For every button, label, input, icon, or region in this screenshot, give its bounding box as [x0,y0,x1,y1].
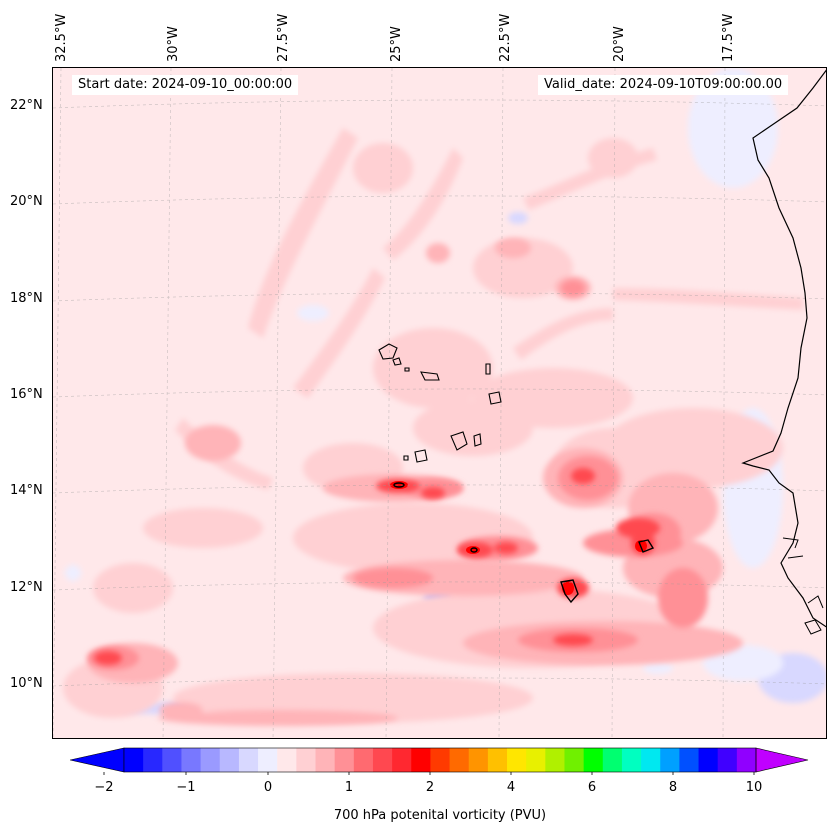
start-date-label: Start date: 2024-09-10_00:00:00 [72,75,299,95]
colorbar-segment [200,748,221,772]
colorbar-segment [296,748,317,772]
colorbar-label: 700 hPa potenital vorticity (PVU) [333,808,547,823]
colorbar-extend-high [755,747,809,773]
colorbar-segment [219,748,240,772]
valid-date-label: Valid_date: 2024-09-10T09:00:00.00 [538,75,789,95]
colorbar-segment [334,748,355,772]
graticule [53,68,826,738]
colorbar-segment [449,748,470,772]
colorbar-segment [526,748,546,772]
lon-label: 17.5°W [721,13,736,62]
lat-label: 16°N [10,387,43,402]
colorbar-tick-label: 2 [425,780,435,795]
colorbar-segment [238,748,259,772]
colorbar-segment [736,748,757,772]
colorbar-segment [507,748,527,772]
colorbar-tick-label: −2 [94,780,114,795]
colorbar-segment [564,748,585,772]
lat-label: 14°N [10,483,43,498]
colorbar-tick-label: 0 [263,780,273,795]
colorbar-segment [277,748,297,772]
colorbar-segment [430,748,451,772]
coastline-detail [782,537,824,635]
colorbar-segment [602,748,623,772]
colorbar-segment [717,748,738,772]
colorbar-tick-label: 4 [506,780,516,795]
colorbar-segment [143,748,163,772]
colorbar-segment [641,748,661,772]
colorbar-tick-label: 6 [587,780,597,795]
colorbar-segment [411,748,431,772]
colorbar-segment [621,748,642,772]
colorbar-segment [353,748,374,772]
colorbar-segment [660,748,680,772]
colorbar-segment [698,748,719,772]
lon-label: 32.5°W [54,13,69,62]
lon-label: 20°W [612,26,627,62]
lat-label: 20°N [10,194,43,209]
colorbar-segment [545,748,565,772]
colorbar-segment [315,748,336,772]
colorbar-segment [487,748,508,772]
lon-label: 22.5°W [498,13,513,62]
lon-label: 27.5°W [276,13,291,62]
colorbar-segment [162,748,182,772]
colorbar-segment [679,748,700,772]
lat-label: 12°N [10,580,43,595]
pv-field-map [53,68,826,738]
coastline [741,69,826,628]
lat-label: 22°N [10,98,43,113]
lon-label: 25°W [389,26,404,62]
colorbar-segment [372,748,393,772]
colorbar-tick-label: −1 [176,780,196,795]
map-panel[interactable] [52,67,827,739]
colorbar-segment [258,748,278,772]
colorbar-extend-low [70,747,125,773]
colorbar-tick-label: 1 [344,780,354,795]
contour-lines [393,482,655,604]
colorbar-segment [468,748,489,772]
lon-label: 30°W [166,26,181,62]
colorbar-border [123,747,757,773]
island-outlines [378,343,502,463]
lat-label: 18°N [10,291,43,306]
colorbar-segment [124,748,144,772]
colorbar-tick-label: 8 [668,780,678,795]
colorbar-segment [583,748,604,772]
colorbar-segment [392,748,412,772]
colorbar [70,747,809,775]
colorbar-tick-label: 10 [745,780,763,795]
colorbar-segment [181,748,202,772]
lat-label: 10°N [10,676,43,691]
